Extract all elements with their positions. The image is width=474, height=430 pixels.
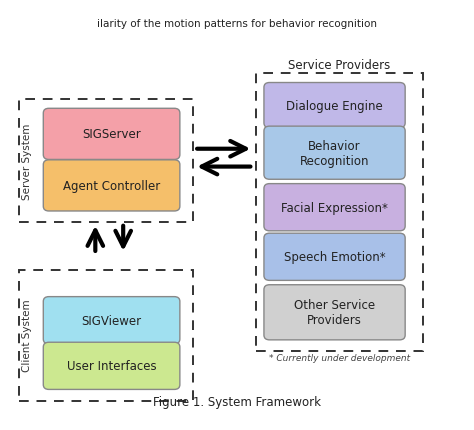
FancyBboxPatch shape: [264, 285, 405, 340]
Text: Facial Expression*: Facial Expression*: [281, 201, 388, 214]
Text: Service Providers: Service Providers: [288, 59, 390, 72]
Text: User Interfaces: User Interfaces: [67, 359, 156, 372]
FancyBboxPatch shape: [264, 127, 405, 180]
Text: SIGViewer: SIGViewer: [82, 314, 142, 327]
FancyBboxPatch shape: [43, 109, 180, 160]
Text: SIGServer: SIGServer: [82, 128, 141, 141]
Text: Dialogue Engine: Dialogue Engine: [286, 99, 383, 112]
Text: Client System: Client System: [22, 299, 32, 372]
FancyBboxPatch shape: [264, 233, 405, 281]
Text: Other Service
Providers: Other Service Providers: [294, 298, 375, 326]
Text: Agent Controller: Agent Controller: [63, 179, 160, 193]
Text: Figure 1. System Framework: Figure 1. System Framework: [153, 396, 321, 408]
FancyBboxPatch shape: [264, 184, 405, 231]
FancyBboxPatch shape: [43, 297, 180, 344]
Text: Behavior
Recognition: Behavior Recognition: [300, 139, 369, 167]
Text: * Currently under development: * Currently under development: [269, 353, 410, 362]
FancyBboxPatch shape: [43, 160, 180, 212]
FancyBboxPatch shape: [43, 342, 180, 390]
Text: Server System: Server System: [22, 123, 32, 200]
FancyBboxPatch shape: [264, 83, 405, 129]
Text: Speech Emotion*: Speech Emotion*: [284, 251, 385, 264]
Text: ilarity of the motion patterns for behavior recognition: ilarity of the motion patterns for behav…: [97, 19, 377, 29]
